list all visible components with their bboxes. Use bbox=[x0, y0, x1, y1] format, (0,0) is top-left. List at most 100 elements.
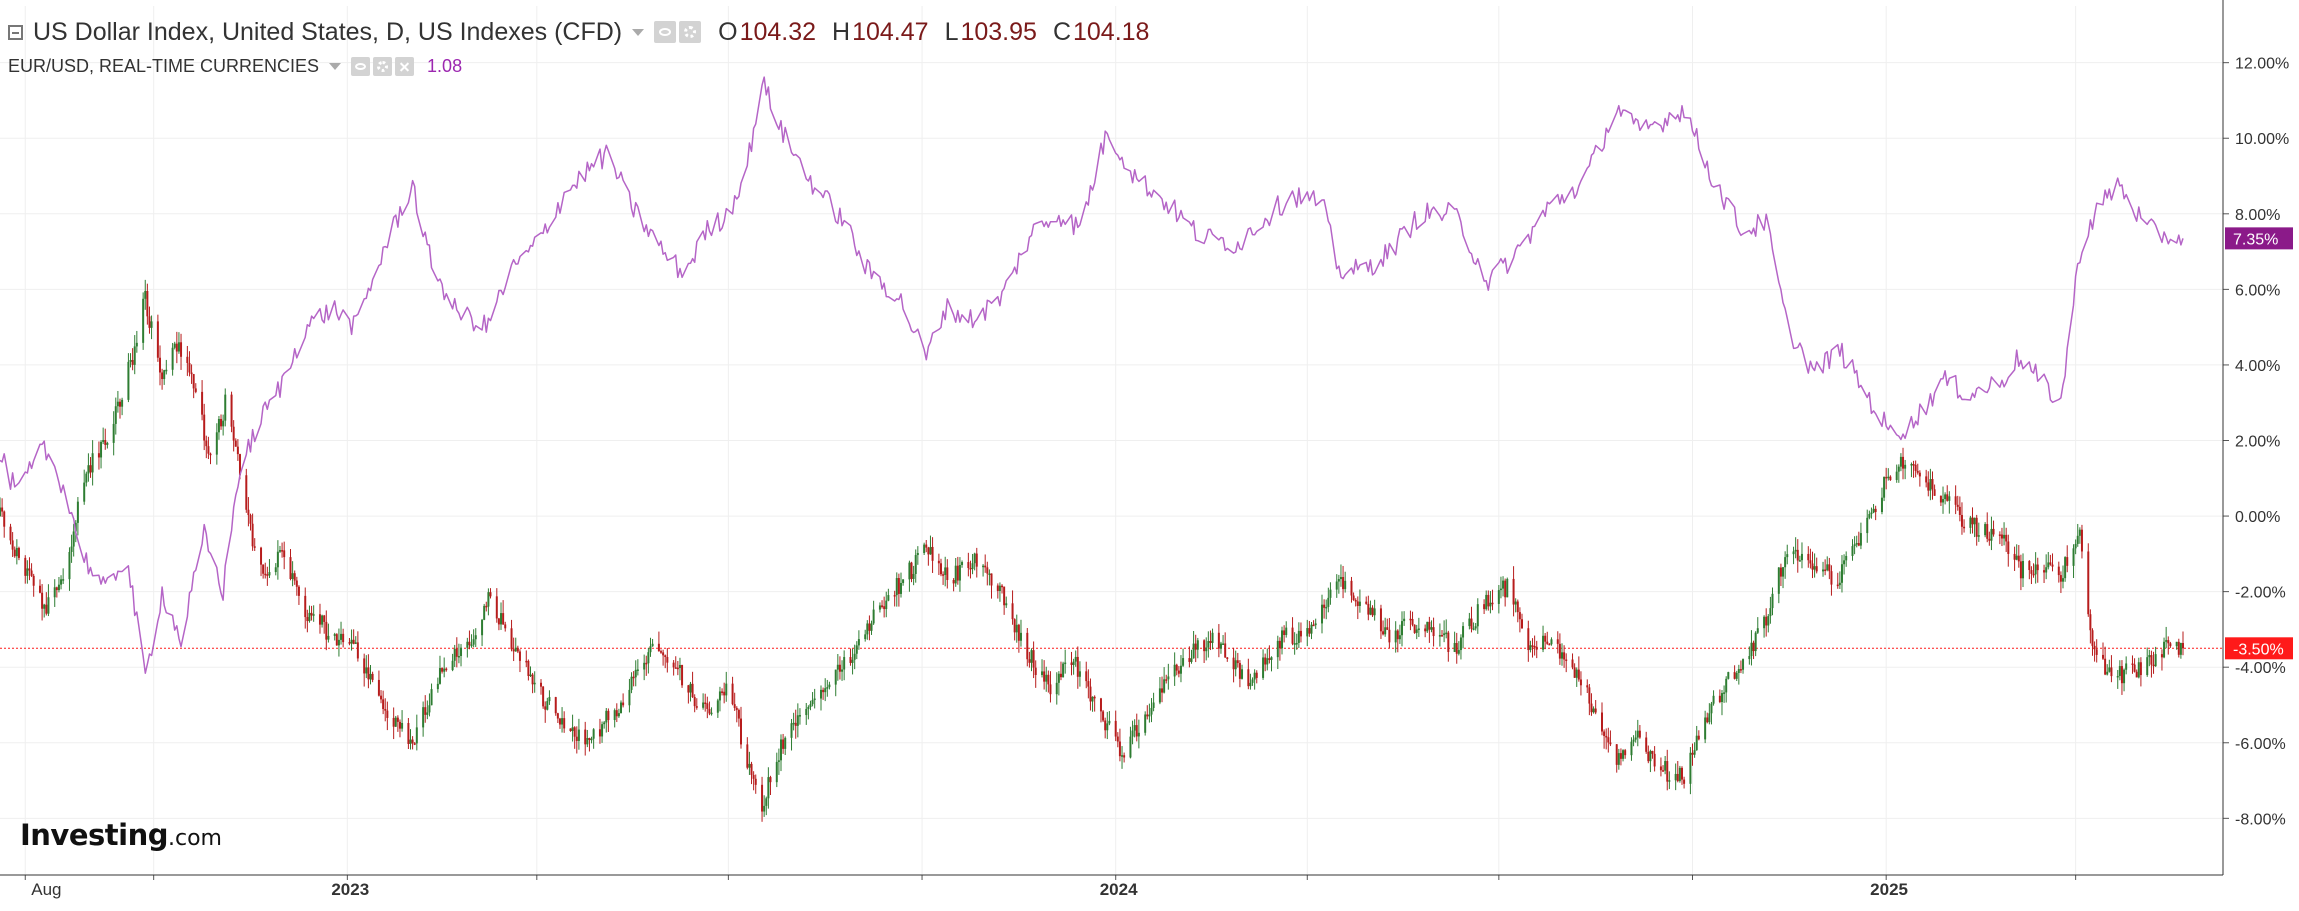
candle-body bbox=[1001, 585, 1004, 588]
candle-body bbox=[1447, 632, 1450, 652]
candle-body bbox=[1533, 646, 1536, 648]
gear-icon[interactable] bbox=[679, 21, 702, 43]
candle-body bbox=[500, 613, 503, 625]
close-icon[interactable] bbox=[395, 56, 415, 76]
candle-body bbox=[161, 372, 164, 380]
candle-body bbox=[2095, 649, 2098, 655]
candle-body bbox=[352, 639, 355, 644]
candle-body bbox=[1733, 672, 1736, 679]
y-tick-label: 10.00% bbox=[2235, 131, 2289, 148]
candle-body bbox=[1426, 621, 1429, 632]
candle-body bbox=[1777, 567, 1780, 594]
candle-body bbox=[1247, 669, 1250, 687]
legend-secondary-row: EUR/USD, REAL-TIME CURRENCIES 1.08 bbox=[8, 52, 1165, 80]
candle-body bbox=[1078, 671, 1081, 677]
candle-body bbox=[1312, 624, 1315, 627]
chevron-down-icon[interactable] bbox=[632, 28, 645, 36]
candle-body bbox=[796, 715, 799, 726]
candle-body bbox=[1885, 476, 1888, 479]
candle-body bbox=[0, 507, 1, 517]
candle-body bbox=[156, 321, 159, 358]
candle-body bbox=[1455, 642, 1458, 654]
collapse-icon[interactable] bbox=[8, 24, 23, 40]
candle-body bbox=[1483, 604, 1486, 610]
candle-body bbox=[548, 697, 551, 702]
secondary-series-title[interactable]: EUR/USD, REAL-TIME CURRENCIES bbox=[8, 55, 320, 76]
candle-body bbox=[910, 562, 913, 579]
candle-body bbox=[710, 712, 713, 715]
candle-body bbox=[455, 648, 458, 657]
candle-body bbox=[914, 555, 917, 574]
y-tick-label: 0.00% bbox=[2235, 509, 2280, 526]
candle-body bbox=[209, 453, 212, 456]
candle-body bbox=[836, 664, 839, 670]
candle-body bbox=[1647, 751, 1650, 762]
candle-body bbox=[411, 739, 414, 744]
candle-body bbox=[102, 440, 105, 442]
candle-body bbox=[702, 702, 705, 708]
eye-icon[interactable] bbox=[654, 21, 677, 43]
candle-body bbox=[1295, 642, 1298, 645]
candle-body bbox=[1619, 753, 1622, 759]
candle-body bbox=[838, 664, 841, 672]
candle-body bbox=[1607, 737, 1610, 743]
candle-body bbox=[502, 613, 505, 625]
candle-body bbox=[590, 738, 593, 741]
candle-body bbox=[1203, 640, 1206, 652]
candle-body bbox=[540, 682, 543, 687]
candle-body bbox=[1973, 517, 1976, 525]
candle-body bbox=[445, 668, 448, 671]
candle-body bbox=[2005, 534, 2008, 542]
candle-body bbox=[2160, 654, 2163, 658]
chevron-down-icon[interactable] bbox=[329, 62, 342, 70]
candle-body bbox=[988, 573, 991, 575]
candle-body bbox=[1432, 627, 1435, 637]
candle-body bbox=[944, 567, 947, 575]
candle-body bbox=[752, 774, 755, 779]
candle-body bbox=[1560, 652, 1563, 659]
candle-body bbox=[116, 401, 119, 407]
candle-body bbox=[2123, 669, 2126, 684]
candle-body bbox=[1114, 720, 1117, 737]
candle-body bbox=[737, 709, 740, 719]
candle-body bbox=[424, 707, 427, 715]
candle-body bbox=[1382, 631, 1385, 635]
candle-body bbox=[1255, 672, 1258, 678]
candle-body bbox=[392, 717, 395, 727]
candle-body bbox=[1514, 601, 1517, 605]
candle-body bbox=[533, 682, 536, 685]
candle-body bbox=[253, 546, 256, 548]
candle-body bbox=[794, 722, 797, 726]
candle-body bbox=[857, 639, 860, 646]
y-tick-label: -8.00% bbox=[2235, 811, 2286, 828]
candle-body bbox=[1792, 551, 1795, 555]
candle-body bbox=[2057, 566, 2060, 576]
candle-body bbox=[1106, 723, 1109, 731]
gear-icon[interactable] bbox=[373, 56, 393, 76]
candle-body bbox=[1059, 673, 1062, 678]
candle-body bbox=[468, 641, 471, 646]
eye-icon[interactable] bbox=[351, 56, 371, 76]
candle-body bbox=[1222, 643, 1225, 645]
candle-body bbox=[1474, 626, 1477, 629]
candle-body bbox=[1946, 494, 1949, 501]
candle-body bbox=[1771, 593, 1774, 609]
candle-body bbox=[497, 618, 500, 625]
candle-body bbox=[1485, 594, 1488, 610]
candle-body bbox=[489, 592, 492, 597]
candle-body bbox=[1323, 604, 1326, 608]
candle-body bbox=[1944, 494, 1947, 500]
candle-body bbox=[908, 562, 911, 580]
candle-body bbox=[1093, 696, 1096, 699]
candle-body bbox=[525, 660, 528, 663]
candle-body bbox=[295, 580, 298, 587]
candle-body bbox=[603, 722, 606, 725]
candle-body bbox=[689, 683, 692, 693]
candle-body bbox=[146, 290, 149, 317]
candle-body bbox=[1784, 557, 1787, 568]
candle-body bbox=[1074, 656, 1077, 662]
main-series-title[interactable]: US Dollar Index, United States, D, US In… bbox=[33, 17, 623, 46]
candle-body bbox=[413, 743, 416, 745]
